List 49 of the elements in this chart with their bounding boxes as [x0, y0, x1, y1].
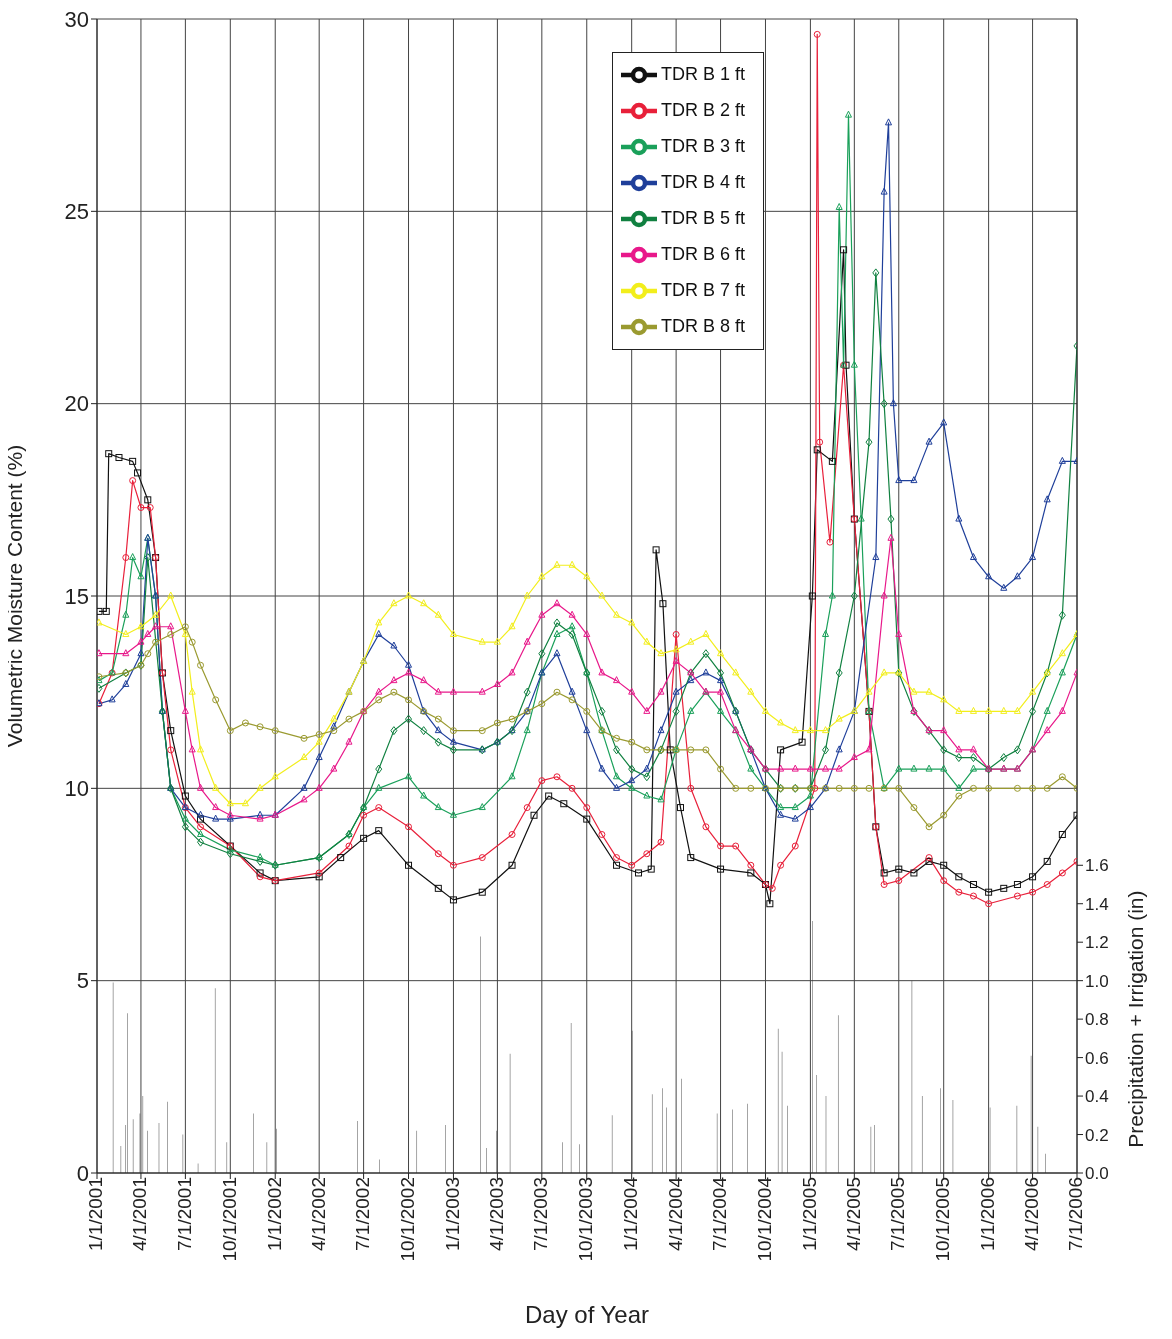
x-tick-label: 10/1/2004: [753, 1176, 775, 1262]
legend-label: TDR B 5 ft: [661, 207, 746, 228]
y2-tick-label: 0.2: [1085, 1125, 1109, 1145]
x-tick-label: 7/1/2002: [352, 1177, 374, 1251]
y-tick-label: 30: [64, 6, 89, 32]
x-tick-label: 7/1/2003: [530, 1177, 552, 1251]
y2-tick-label: 0.8: [1085, 1010, 1109, 1030]
x-tick-label: 10/1/2005: [932, 1177, 954, 1262]
y2-tick-label: 1.2: [1085, 933, 1109, 953]
legend-label: TDR B 8 ft: [661, 315, 746, 336]
y2-tick-label: 1.4: [1085, 894, 1109, 914]
legend-label: TDR B 1 ft: [661, 63, 746, 84]
x-tick-label: 4/1/2005: [842, 1177, 864, 1251]
x-tick-label: 1/1/2006: [977, 1177, 999, 1251]
y-axis-title: Volumetric Moisture Content (%): [3, 444, 27, 748]
y2-axis-title: Precipitation + Irrigation (in): [1124, 890, 1147, 1148]
x-tick-label: 1/1/2003: [441, 1177, 463, 1251]
x-tick-label: 1/1/2004: [620, 1176, 642, 1251]
x-tick-label: 7/1/2006: [1065, 1177, 1087, 1251]
y2-tick-label: 0.6: [1085, 1048, 1109, 1068]
legend-label: TDR B 4 ft: [661, 171, 746, 192]
x-tick-label: 7/1/2001: [173, 1177, 195, 1251]
legend-label: TDR B 3 ft: [661, 135, 746, 156]
y2-tick-label: 1.6: [1085, 856, 1109, 876]
y2-tick-label: 0.4: [1085, 1087, 1109, 1107]
y-tick-label: 15: [64, 583, 89, 609]
y-tick-label: 5: [76, 968, 89, 994]
legend-label: TDR B 6 ft: [661, 243, 746, 264]
x-tick-label: 10/1/2002: [397, 1177, 419, 1262]
x-tick-label: 4/1/2006: [1021, 1177, 1043, 1251]
y-tick-label: 0: [76, 1160, 89, 1186]
x-tick-label: 10/1/2003: [575, 1177, 597, 1262]
y2-tick-label: 1.0: [1085, 971, 1109, 991]
x-tick-label: 4/1/2003: [485, 1177, 507, 1251]
x-axis-title: Day of Year: [524, 1301, 650, 1328]
x-tick-label: 1/1/2002: [263, 1177, 285, 1251]
y-tick-label: 25: [64, 199, 89, 225]
legend-label: TDR B 2 ft: [661, 99, 746, 120]
x-tick-label: 7/1/2005: [887, 1177, 909, 1251]
x-tick-label: 4/1/2002: [307, 1177, 329, 1251]
x-tick-label: 4/1/2001: [129, 1177, 151, 1251]
x-tick-label: 1/1/2005: [798, 1177, 820, 1251]
x-tick-label: 10/1/2001: [218, 1177, 240, 1262]
x-tick-label: 4/1/2004: [664, 1176, 686, 1251]
legend-label: TDR B 7 ft: [661, 279, 746, 300]
y-tick-label: 10: [64, 776, 89, 802]
x-tick-label: 7/1/2004: [709, 1176, 731, 1251]
y2-tick-label: 0.0: [1085, 1164, 1109, 1184]
y-tick-label: 20: [64, 391, 89, 417]
